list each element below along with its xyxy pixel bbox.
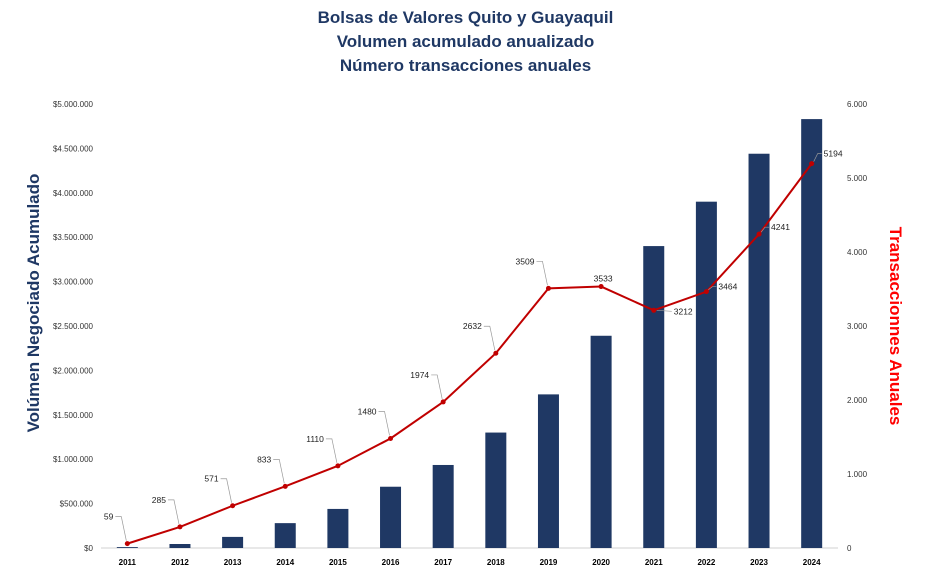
bar-2012 [169, 544, 191, 548]
data-label: 1974 [410, 370, 429, 380]
bar-2013 [222, 536, 244, 548]
right-axis-tick: 0 [847, 544, 852, 553]
right-axis-tick: 2.000 [847, 396, 868, 405]
left-axis-title: Volúmen Negociado Acumulado [24, 174, 43, 433]
transactions-line [127, 163, 813, 545]
chart-title-line-2: Volumen acumulado anualizado [336, 32, 595, 51]
transactions-point-2020 [598, 284, 604, 290]
transactions-point-2012 [177, 524, 183, 530]
data-label-leader [431, 374, 443, 399]
x-axis-tick: 2018 [487, 558, 505, 567]
transactions-point-2015 [335, 463, 341, 469]
x-axis-tick: 2019 [540, 558, 558, 567]
data-label: 59 [104, 512, 114, 522]
left-axis-tick: $4.500.000 [53, 144, 94, 153]
data-label: 4241 [771, 222, 790, 232]
data-label: 1110 [306, 434, 324, 444]
x-axis-tick: 2012 [171, 558, 189, 567]
bar-2016 [380, 486, 402, 548]
right-axis-tick: 1.000 [847, 470, 868, 479]
data-label: 3509 [516, 256, 535, 266]
data-label: 285 [152, 495, 166, 505]
x-axis-tick: 2020 [592, 558, 610, 567]
left-axis-tick: $500.000 [60, 500, 94, 509]
data-label-leader [813, 153, 822, 162]
data-label: 1480 [358, 406, 377, 416]
right-axis-tick: 4.000 [847, 248, 868, 257]
left-axis-tick: $3.500.000 [53, 233, 94, 242]
transactions-point-2017 [440, 399, 446, 405]
data-label-leader [325, 438, 338, 463]
data-label-leader [167, 499, 180, 524]
data-label-leader [378, 411, 390, 436]
left-axis-tick: $2.500.000 [53, 322, 94, 331]
transactions-point-2019 [545, 285, 551, 291]
x-axis-tick: 2011 [119, 558, 137, 567]
chart-title-line-1: Bolsas de Valores Quito y Guayaquil [317, 8, 614, 27]
x-axis-tick: 2016 [382, 558, 400, 567]
transactions-point-2018 [493, 350, 499, 356]
left-axis-tick: $1.500.000 [53, 411, 94, 420]
right-axis-tick: 5.000 [847, 174, 868, 183]
x-axis-tick: 2017 [434, 558, 452, 567]
transactions-point-2011 [124, 541, 130, 547]
left-axis-tick: $5.000.000 [53, 100, 94, 109]
data-label-leader [220, 478, 232, 503]
bar-2015 [327, 508, 349, 548]
data-label: 833 [257, 454, 271, 464]
data-label-leader [760, 226, 770, 233]
data-label-leader [273, 459, 285, 484]
x-axis-tick: 2023 [750, 558, 768, 567]
x-axis-tick: 2013 [224, 558, 242, 567]
left-axis-tick: $2.000.000 [53, 366, 94, 375]
data-label-leader [536, 260, 548, 286]
bar-2022 [695, 201, 717, 548]
data-label: 3533 [594, 274, 613, 284]
bar-2024 [801, 119, 823, 548]
x-axis-tick: 2024 [803, 558, 821, 567]
right-axis-tick: 6.000 [847, 100, 868, 109]
x-axis-tick: 2022 [697, 558, 715, 567]
data-label-leader [656, 309, 672, 312]
transactions-point-2024 [809, 161, 815, 167]
data-label-leader [115, 516, 127, 541]
bar-2017 [432, 464, 454, 548]
transactions-point-2014 [282, 483, 288, 489]
chart-title-line-3: Número transacciones anuales [339, 56, 592, 75]
bar-2019 [537, 394, 559, 548]
data-label-leader [708, 286, 717, 290]
left-axis-tick: $1.000.000 [53, 455, 94, 464]
data-label: 5194 [824, 149, 843, 159]
transactions-point-2016 [388, 435, 394, 441]
left-axis-tick: $4.000.000 [53, 189, 94, 198]
x-axis-tick: 2015 [329, 558, 347, 567]
left-axis-tick: $3.000.000 [53, 278, 94, 287]
data-label: 2632 [463, 321, 482, 331]
transactions-point-2021 [651, 307, 657, 313]
data-label-leader [483, 325, 496, 351]
transactions-point-2023 [756, 231, 762, 237]
left-axis-tick: $0 [84, 544, 93, 553]
x-axis-tick: 2014 [276, 558, 294, 567]
bar-2011 [116, 547, 138, 548]
data-label: 3464 [718, 282, 737, 292]
right-axis-title: Transaccionnes Anuales [886, 227, 905, 426]
bar-2021 [643, 246, 665, 548]
x-axis-tick: 2021 [645, 558, 663, 567]
bar-2018 [485, 432, 507, 548]
transactions-point-2022 [703, 289, 709, 295]
right-axis-tick: 3.000 [847, 322, 868, 331]
data-label: 571 [204, 474, 218, 484]
transactions-point-2013 [230, 503, 236, 509]
data-label: 3212 [674, 306, 693, 316]
bar-2023 [748, 153, 770, 548]
bar-2014 [274, 523, 296, 548]
bar-2020 [590, 335, 612, 548]
